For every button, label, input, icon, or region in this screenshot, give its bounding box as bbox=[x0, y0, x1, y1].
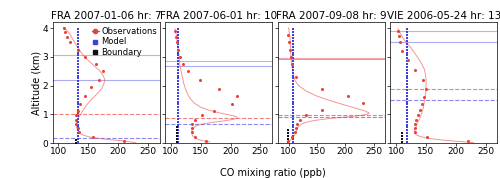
Legend: Observations, Model, Boundary: Observations, Model, Boundary bbox=[91, 26, 158, 58]
Title: FRA 2007-09-08 hr: 9: FRA 2007-09-08 hr: 9 bbox=[276, 11, 386, 22]
Text: CO mixing ratio (ppb): CO mixing ratio (ppb) bbox=[220, 168, 326, 178]
Title: FRA 2007-01-06 hr: 7: FRA 2007-01-06 hr: 7 bbox=[51, 11, 162, 22]
Title: VIE 2006-05-24 hr: 13: VIE 2006-05-24 hr: 13 bbox=[387, 11, 500, 22]
Y-axis label: Altitude (km): Altitude (km) bbox=[31, 51, 41, 115]
Title: FRA 2007-06-01 hr: 10: FRA 2007-06-01 hr: 10 bbox=[160, 11, 278, 22]
